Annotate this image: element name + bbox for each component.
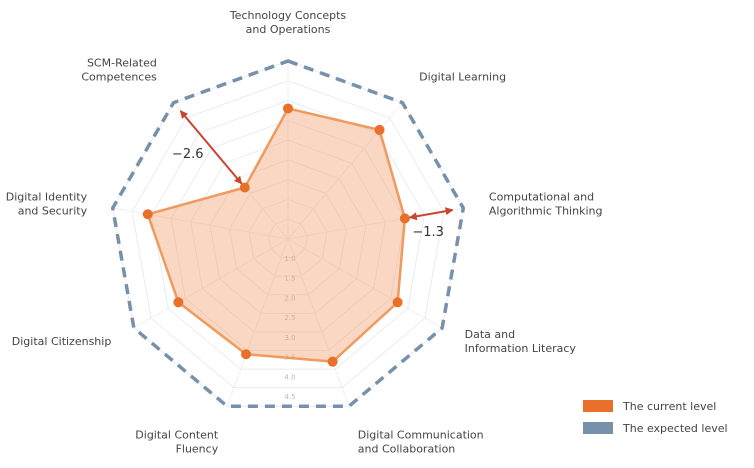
axis-label-digital-citizenship: Digital Citizenship: [12, 335, 112, 348]
grid-ring: [131, 80, 445, 389]
gap-arrow: [408, 207, 454, 221]
tick-label: 2.0: [284, 294, 295, 302]
grid-spoke: [287, 238, 350, 407]
grid-ring: [267, 218, 309, 259]
tick-label: 4.0: [284, 373, 295, 381]
legend-label-current: The current level: [623, 399, 717, 413]
legend-swatch-expected: [583, 422, 613, 434]
axis-label-technology-concepts-and-operations: Technology Concepts and Operations: [229, 9, 347, 36]
axis-label-computational-and-algorithmic-thinking: Computational and Algorithmic Thinking: [489, 191, 603, 218]
series-current-point: [239, 182, 250, 193]
series-current-point: [173, 297, 184, 308]
grid-ring: [190, 139, 386, 333]
series-current-point: [374, 124, 385, 135]
axis-label-digital-content-fluency: Digital Content Fluency: [135, 429, 219, 456]
series-layer: [110, 59, 466, 409]
legend-item-current: The current level: [583, 398, 728, 414]
series-current-point: [142, 209, 153, 220]
grid-spoke: [133, 238, 289, 329]
series-current-point: [283, 103, 293, 114]
grid-ring: [229, 179, 347, 296]
legend-swatch-current: [583, 400, 613, 412]
label-layer: Technology Concepts and Operations Digital…: [6, 9, 603, 456]
tick-label: 1.5: [284, 275, 295, 283]
annotation-layer: −2.6 −1.3: [172, 110, 454, 240]
grid-ring: [248, 198, 328, 277]
grid-spoke: [287, 238, 443, 329]
axis-label-digital-identity-and-security: Digital Identity and Security: [6, 191, 88, 218]
axis-label-scm-related-competences: SCM-Related Competences: [81, 57, 157, 84]
grid-spoke: [226, 238, 289, 407]
legend-label-expected: The expected level: [623, 421, 728, 435]
legend: The current level The expected level: [583, 398, 728, 442]
series-current-point: [399, 213, 410, 224]
axis-label-data-and-information-literacy: Data and Information Literacy: [465, 328, 577, 355]
series-current-point: [327, 356, 338, 367]
series-current-area: [146, 107, 407, 363]
tick-label: 1.0: [284, 255, 295, 263]
gap-annotation-label: −2.6: [172, 147, 204, 162]
gap-arrow: [179, 110, 243, 185]
series-expected-line: [110, 59, 466, 409]
legend-item-expected: The expected level: [583, 420, 728, 436]
axis-label-digital-communication-and-collaboration: Digital Communication and Collaboration: [358, 429, 484, 456]
grid-ring: [209, 159, 367, 314]
tick-label: 2.5: [284, 314, 295, 322]
axis-label-digital-learning: Digital Learning: [419, 71, 506, 84]
series-current-point: [241, 349, 252, 360]
grid-spoke: [112, 207, 289, 240]
grid-spoke: [287, 102, 403, 240]
grid-ring: [151, 100, 425, 370]
gap-annotation-label: −1.3: [412, 225, 444, 240]
series-current-point: [392, 297, 403, 308]
tick-label: 3.0: [284, 334, 295, 342]
tick-label: 4.5: [284, 393, 295, 401]
